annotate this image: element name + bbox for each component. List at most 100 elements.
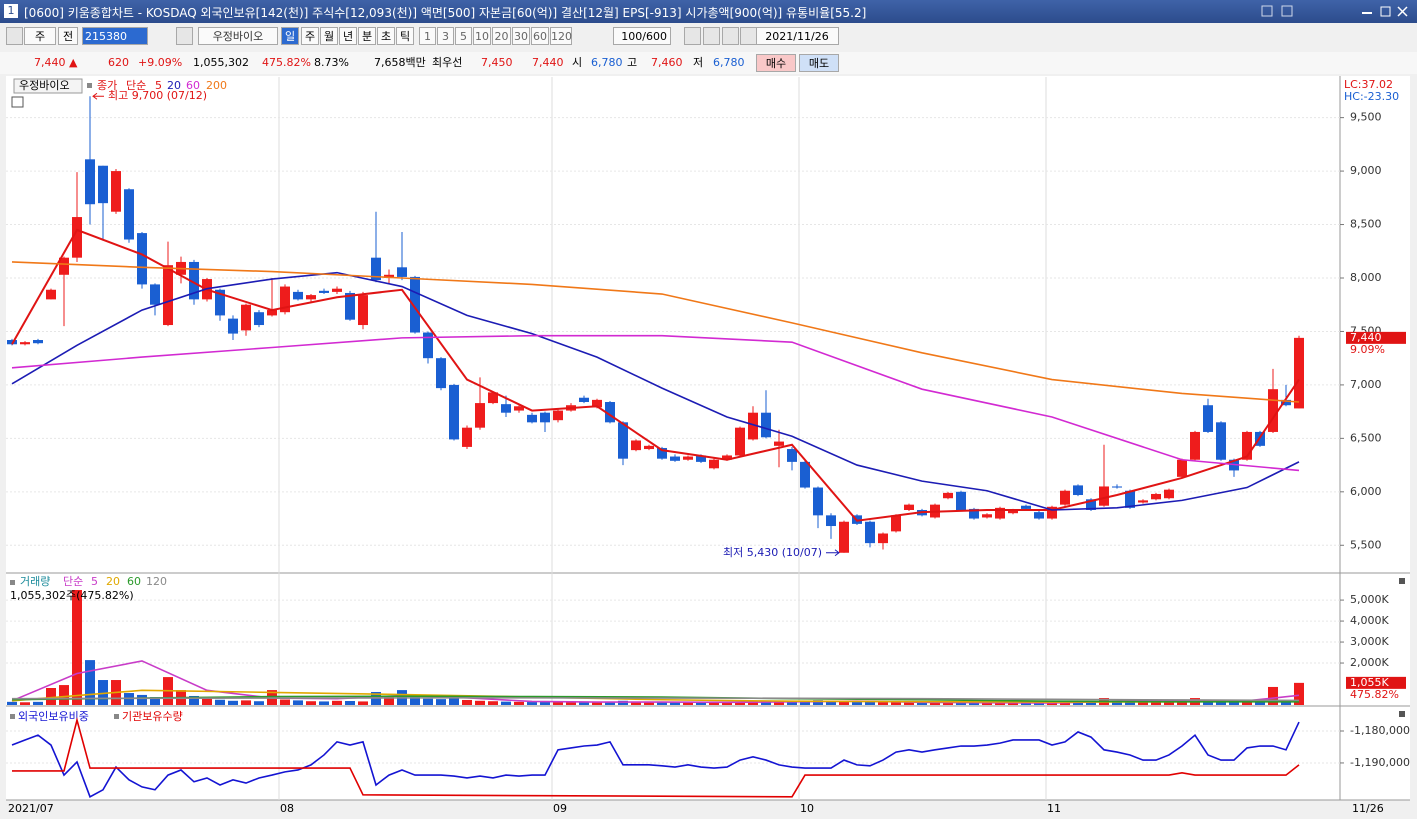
window-title: [0600] 키움종합차트 - KOSDAQ 외국인보유[142(천)] 주식수…: [24, 6, 867, 20]
volume-bar: [7, 701, 17, 705]
volume-bar: [59, 685, 69, 705]
legend-entry: 5: [91, 575, 98, 588]
maximize[interactable]: [1380, 6, 1391, 17]
candle-body: [1216, 422, 1226, 460]
tool-icon[interactable]: [176, 27, 193, 45]
volume-bar: [670, 702, 680, 705]
volume-bar: [189, 695, 199, 705]
code-input[interactable]: 215380: [82, 27, 148, 45]
last-price-label: 7,440: [1350, 331, 1382, 344]
count-button[interactable]: 60: [531, 27, 549, 45]
volume-bar: [579, 702, 589, 705]
all-button[interactable]: 전: [58, 27, 78, 45]
volume-bar: [1255, 701, 1265, 705]
candle-body: [722, 455, 732, 460]
candle-body: [228, 318, 238, 334]
candle-body: [254, 312, 264, 326]
count-button[interactable]: 3: [437, 27, 454, 45]
candle-body: [1034, 512, 1044, 519]
volume-bar: [761, 700, 771, 705]
candle-body: [891, 515, 901, 532]
volume-bar: [826, 701, 836, 705]
volume-bar: [163, 677, 173, 705]
candle-body: [319, 290, 329, 293]
candle-body: [397, 267, 407, 277]
close[interactable]: [1397, 6, 1408, 17]
count-button[interactable]: 1: [419, 27, 436, 45]
legend-marker: [114, 714, 119, 719]
volume-bar: [293, 700, 303, 705]
volume-bar: [839, 700, 849, 705]
quote-best-label: 최우선: [432, 56, 463, 69]
icon[interactable]: [1261, 5, 1273, 17]
volume-bar: [1047, 702, 1057, 705]
candle-body: [1086, 499, 1096, 510]
tool-icon[interactable]: [684, 27, 701, 45]
interval-button[interactable]: 분: [358, 27, 376, 45]
interval-button[interactable]: 년: [339, 27, 357, 45]
volume-bar: [20, 702, 30, 705]
buy-button[interactable]: 매수: [756, 54, 796, 72]
y-tick-label: 2,000K: [1350, 656, 1389, 669]
candle-body: [670, 456, 680, 461]
volume-bar: [1073, 702, 1083, 705]
candle-body: [1164, 489, 1174, 499]
count-button[interactable]: 10: [473, 27, 491, 45]
candle-body: [306, 295, 316, 300]
volume-bar: [800, 700, 810, 705]
interval-button[interactable]: 초: [377, 27, 395, 45]
volume-bar: [956, 702, 966, 705]
candle-body: [956, 491, 966, 510]
interval-button[interactable]: 틱: [396, 27, 414, 45]
volume-bar: [176, 690, 186, 705]
volume-bar: [748, 701, 758, 705]
candle-body: [137, 233, 147, 285]
sell-button[interactable]: 매도: [799, 54, 839, 72]
candle-body: [176, 261, 186, 275]
series-line: [11, 695, 1299, 703]
y-tick-label: 8,000: [1350, 271, 1382, 284]
candle-body: [449, 384, 459, 440]
date-input[interactable]: 2021/11/26: [755, 27, 839, 45]
y-tick-label: 6,000: [1350, 485, 1382, 498]
annotation: 최저 5,430 (10/07): [723, 546, 822, 559]
interval-button[interactable]: 주: [301, 27, 319, 45]
interval-button[interactable]: 일: [281, 27, 299, 45]
volume-bar: [306, 701, 316, 705]
candle-body: [1281, 399, 1291, 406]
interval-button[interactable]: 월: [320, 27, 338, 45]
tool-icon[interactable]: [740, 27, 757, 45]
volume-bar: [228, 700, 238, 705]
volume-bar: [943, 702, 953, 705]
volume-bar: [1294, 682, 1304, 705]
legend-entry: 60: [127, 575, 141, 588]
candle-body: [475, 403, 485, 428]
series-line: [11, 660, 1300, 704]
tool-icon[interactable]: [703, 27, 720, 45]
annotation: 최고 9,700 (07/12): [108, 89, 207, 102]
tool-icon[interactable]: [6, 27, 23, 45]
candle-body: [293, 291, 303, 300]
candle-body: [163, 265, 173, 326]
count-button[interactable]: 30: [512, 27, 530, 45]
candle-body: [1047, 506, 1057, 519]
count-button[interactable]: 120: [550, 27, 572, 45]
icon[interactable]: [1281, 5, 1293, 17]
volume-bar: [969, 702, 979, 705]
volume-bar: [358, 701, 368, 705]
candle-body: [501, 404, 511, 413]
count-button[interactable]: 5: [455, 27, 472, 45]
legend-title: 거래량: [20, 575, 50, 588]
range-input[interactable]: 100/600: [613, 27, 671, 45]
quote-low: 6,780: [713, 56, 745, 69]
candle-body: [735, 427, 745, 456]
period-select[interactable]: 주: [24, 27, 56, 45]
candle-body: [436, 358, 446, 389]
count-button[interactable]: 20: [492, 27, 511, 45]
legend-entry: 기관보유수량: [122, 710, 183, 723]
candle-body: [423, 332, 433, 359]
stock-name[interactable]: 우정바이오: [198, 27, 278, 45]
volume-bar: [72, 590, 82, 705]
tool-icon[interactable]: [722, 27, 739, 45]
quote-amount: 7,658백만: [374, 56, 426, 69]
